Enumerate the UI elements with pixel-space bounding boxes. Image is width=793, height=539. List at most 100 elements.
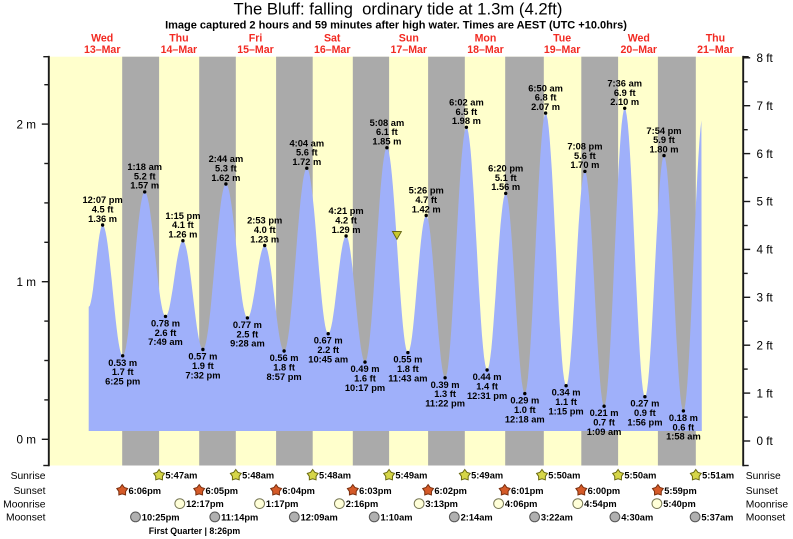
svg-text:4.2 ft: 4.2 ft <box>335 216 357 226</box>
svg-text:0.53 m: 0.53 m <box>108 358 137 368</box>
svg-text:5:26 pm: 5:26 pm <box>409 186 444 196</box>
svg-text:5.6 ft: 5.6 ft <box>574 151 596 161</box>
svg-text:4.1 ft: 4.1 ft <box>172 220 194 230</box>
svg-text:20–Mar: 20–Mar <box>621 44 658 56</box>
svg-text:6 ft: 6 ft <box>757 148 774 161</box>
svg-text:0.44 m: 0.44 m <box>473 372 502 382</box>
svg-text:6.8 ft: 6.8 ft <box>535 93 557 103</box>
svg-text:10:17 pm: 10:17 pm <box>345 383 385 393</box>
svg-text:Tue: Tue <box>553 33 571 45</box>
svg-text:1.8 ft: 1.8 ft <box>273 362 295 372</box>
svg-text:1:56 pm: 1:56 pm <box>627 418 662 428</box>
svg-text:1.98 m: 1.98 m <box>452 116 481 126</box>
svg-text:21–Mar: 21–Mar <box>697 44 734 56</box>
svg-text:8 ft: 8 ft <box>757 52 774 65</box>
svg-text:7 ft: 7 ft <box>757 100 774 113</box>
svg-text:1.29 m: 1.29 m <box>332 225 361 235</box>
svg-text:7:54 pm: 7:54 pm <box>646 126 681 136</box>
svg-text:4:06pm: 4:06pm <box>505 499 538 509</box>
svg-text:1 m: 1 m <box>17 276 36 289</box>
svg-text:0.78 m: 0.78 m <box>151 318 180 328</box>
svg-text:The Bluff: falling ordinary t: The Bluff: falling ordinary tide at 1.3m… <box>234 0 563 18</box>
svg-text:0 ft: 0 ft <box>757 435 774 448</box>
svg-text:5:47am: 5:47am <box>165 471 197 481</box>
svg-text:0.6 ft: 0.6 ft <box>673 422 695 432</box>
svg-text:Sun: Sun <box>399 33 419 45</box>
svg-text:Moonrise: Moonrise <box>3 499 46 510</box>
svg-text:5.3 ft: 5.3 ft <box>215 164 237 174</box>
svg-text:5:59pm: 5:59pm <box>664 486 697 496</box>
svg-text:4:04 am: 4:04 am <box>289 138 324 148</box>
svg-text:4.7 ft: 4.7 ft <box>415 195 437 205</box>
svg-text:1.62 m: 1.62 m <box>211 173 240 183</box>
svg-text:Moonset: Moonset <box>6 513 46 524</box>
svg-text:6:01pm: 6:01pm <box>511 486 544 496</box>
svg-text:16–Mar: 16–Mar <box>314 44 351 56</box>
svg-text:6:25 pm: 6:25 pm <box>105 377 140 387</box>
svg-text:5.1 ft: 5.1 ft <box>495 173 517 183</box>
svg-text:Mon: Mon <box>475 33 497 45</box>
svg-text:12:18 am: 12:18 am <box>505 414 545 424</box>
svg-text:1.26 m: 1.26 m <box>168 230 197 240</box>
svg-text:Image captured 2 hours and 59: Image captured 2 hours and 59 minutes af… <box>165 19 627 31</box>
svg-text:1.57 m: 1.57 m <box>130 181 159 191</box>
svg-text:5:50am: 5:50am <box>548 471 580 481</box>
svg-text:1.72 m: 1.72 m <box>292 157 321 167</box>
svg-text:9:28 am: 9:28 am <box>230 339 265 349</box>
svg-text:6:05pm: 6:05pm <box>206 486 239 496</box>
svg-text:1.56 m: 1.56 m <box>491 182 520 192</box>
svg-text:0.56 m: 0.56 m <box>270 353 299 363</box>
svg-text:5:40pm: 5:40pm <box>663 499 696 509</box>
svg-text:0 m: 0 m <box>17 434 36 447</box>
svg-text:Sunset: Sunset <box>13 486 45 497</box>
svg-text:12:09am: 12:09am <box>301 512 338 522</box>
svg-text:Wed: Wed <box>91 33 113 45</box>
svg-text:6:50 am: 6:50 am <box>528 83 563 93</box>
svg-text:1.42 m: 1.42 m <box>412 204 441 214</box>
svg-text:13–Mar: 13–Mar <box>84 44 121 56</box>
svg-text:14–Mar: 14–Mar <box>161 44 198 56</box>
svg-text:7:49 am: 7:49 am <box>148 337 183 347</box>
svg-text:Thu: Thu <box>706 33 725 45</box>
svg-text:5:48am: 5:48am <box>319 471 351 481</box>
svg-text:1.4 ft: 1.4 ft <box>476 381 498 391</box>
svg-text:15–Mar: 15–Mar <box>237 44 274 56</box>
svg-text:2:14am: 2:14am <box>461 512 493 522</box>
svg-text:1.85 m: 1.85 m <box>372 137 401 147</box>
svg-text:5:37am: 5:37am <box>701 512 733 522</box>
svg-text:0.27 m: 0.27 m <box>630 399 659 409</box>
svg-text:1.9 ft: 1.9 ft <box>192 361 214 371</box>
svg-text:6:02pm: 6:02pm <box>434 486 467 496</box>
svg-text:2 ft: 2 ft <box>757 339 774 352</box>
svg-text:6:03pm: 6:03pm <box>359 486 392 496</box>
svg-text:Sunrise: Sunrise <box>746 471 781 482</box>
svg-text:3:22am: 3:22am <box>541 512 573 522</box>
svg-text:0.29 m: 0.29 m <box>510 396 539 406</box>
svg-text:1:09 am: 1:09 am <box>587 427 622 437</box>
svg-text:6.1 ft: 6.1 ft <box>376 127 398 137</box>
svg-text:11:22 pm: 11:22 pm <box>425 399 465 409</box>
svg-text:First Quarter | 8:26pm: First Quarter | 8:26pm <box>149 526 241 536</box>
svg-text:0.34 m: 0.34 m <box>552 388 581 398</box>
svg-text:2:53 pm: 2:53 pm <box>247 216 282 226</box>
svg-text:1.80 m: 1.80 m <box>650 144 679 154</box>
svg-text:6:06pm: 6:06pm <box>129 486 162 496</box>
svg-text:12:31 pm: 12:31 pm <box>467 391 507 401</box>
svg-text:19–Mar: 19–Mar <box>544 44 581 56</box>
svg-text:1:18 am: 1:18 am <box>127 162 162 172</box>
svg-text:0.77 m: 0.77 m <box>233 320 262 330</box>
svg-text:1.8 ft: 1.8 ft <box>397 364 419 374</box>
svg-text:4:54pm: 4:54pm <box>584 499 617 509</box>
svg-text:4.5 ft: 4.5 ft <box>92 205 114 215</box>
svg-text:1.36 m: 1.36 m <box>88 214 117 224</box>
svg-text:4.0 ft: 4.0 ft <box>254 225 276 235</box>
svg-text:1.70 m: 1.70 m <box>570 160 599 170</box>
svg-text:12:07 pm: 12:07 pm <box>82 195 122 205</box>
svg-text:0.9 ft: 0.9 ft <box>634 408 656 418</box>
svg-text:7:32 pm: 7:32 pm <box>185 370 220 380</box>
svg-text:11:43 am: 11:43 am <box>388 373 427 383</box>
svg-text:1.7 ft: 1.7 ft <box>112 367 134 377</box>
svg-text:6.9 ft: 6.9 ft <box>614 88 636 98</box>
svg-text:1.3 ft: 1.3 ft <box>434 389 456 399</box>
svg-text:2:16pm: 2:16pm <box>346 499 379 509</box>
